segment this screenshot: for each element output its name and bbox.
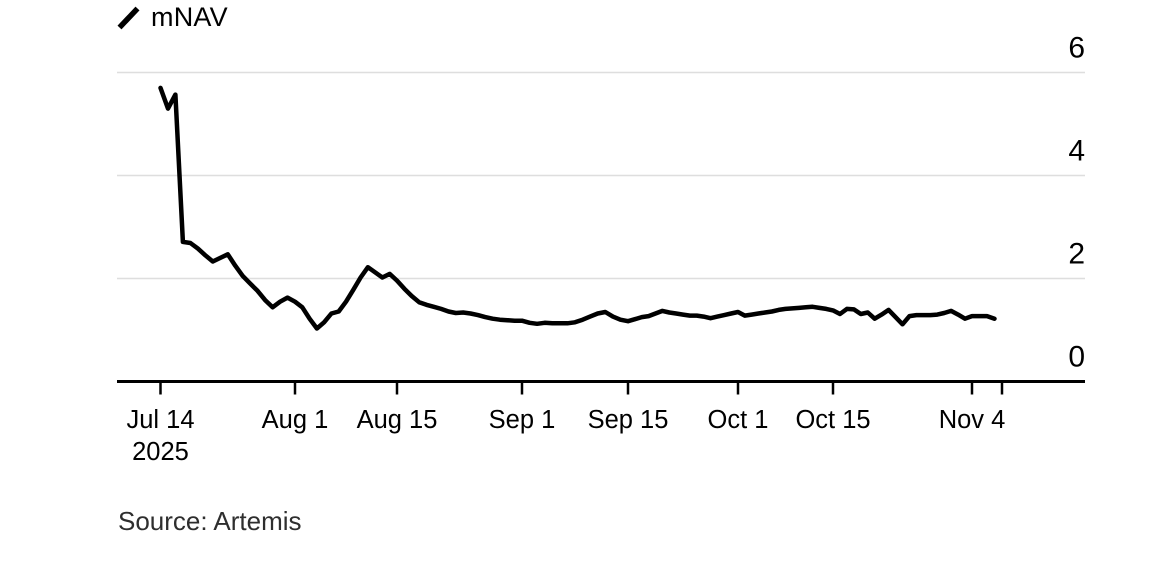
legend: mNAV: [117, 2, 228, 33]
y-tick-label: 2: [1068, 238, 1085, 271]
mnav-line: [158, 85, 997, 331]
x-tick-label: Sep 15: [588, 406, 669, 434]
x-tick-label: Nov 4: [939, 406, 1006, 434]
y-tick-label: 6: [1068, 32, 1085, 65]
x-tick-label: Sep 1: [489, 406, 556, 434]
x-tick-label: Aug 15: [357, 406, 438, 434]
x-tick-label: Aug 1: [262, 406, 329, 434]
x-tick-label: Oct 1: [708, 406, 769, 434]
x-tick-label: Oct 15: [795, 406, 870, 434]
y-tick-label: 0: [1068, 341, 1085, 374]
legend-label: mNAV: [151, 2, 228, 32]
x-tick-sublabel: 2025: [132, 438, 189, 466]
x-tick-label: Jul 14: [126, 406, 194, 434]
line-series-icon: [117, 6, 140, 30]
source-caption: Source: Artemis: [118, 506, 302, 536]
y-tick-label: 4: [1068, 135, 1085, 168]
